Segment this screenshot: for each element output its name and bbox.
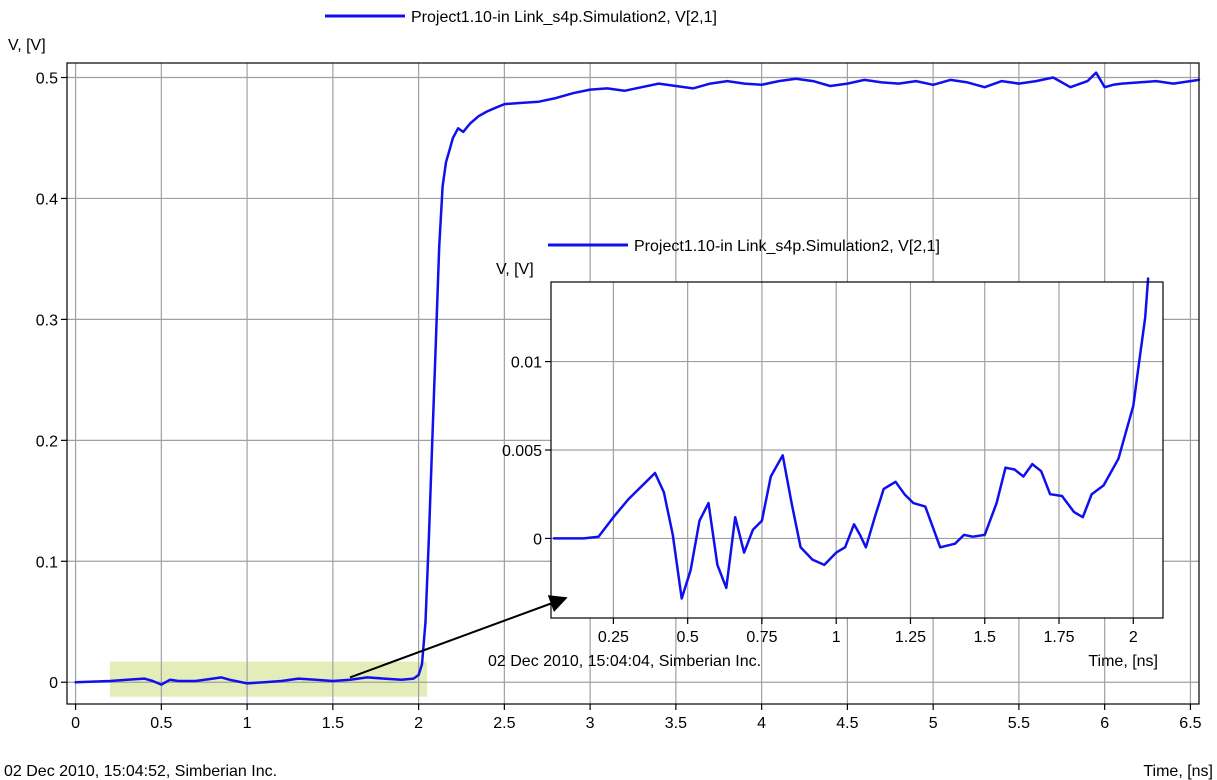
inset-axis-ticks: 0.25 0.5 0.75 1 1.25 1.5 1.75 2 0 0.005 0.01 [502, 355, 1138, 646]
inset-grid [551, 282, 1163, 618]
i-y-tick-label-1: 0.005 [502, 443, 542, 460]
m-x-tick-label-9: 4.5 [836, 715, 858, 732]
m-x-tick-label-13: 6.5 [1179, 715, 1201, 732]
m-x-tick-label-7: 3.5 [665, 715, 687, 732]
inset-chart: 0.25 0.5 0.75 1 1.25 1.5 1.75 2 0 0.005 0.01 Proje… [488, 238, 1164, 670]
m-y-tick-label-3: 0.3 [36, 312, 58, 329]
main-plot-frame [66, 62, 1200, 705]
m-x-tick-label-6: 3 [586, 715, 595, 732]
inset-y-axis-label: V, [V] [496, 261, 534, 278]
i-x-tick-label-3: 1 [832, 629, 841, 646]
inset-x-axis-label: Time, [ns] [1088, 653, 1158, 670]
m-x-tick-label-3: 1.5 [322, 715, 344, 732]
m-y-tick-label-4: 0.4 [36, 191, 58, 208]
m-x-tick-label-0: 0 [71, 715, 80, 732]
main-axis-ticks: 0 0.5 1 1.5 2 2.5 3 3.5 4 4.5 5 5.5 6 6.5 0 0.1 0.2 0.3 0.… [36, 71, 1202, 732]
zoom-callout-arrow [349, 595, 568, 679]
i-x-tick-label-7: 2 [1129, 629, 1138, 646]
inset-footer-timestamp: 02 Dec 2010, 15:04:04, Simberian Inc. [488, 653, 761, 670]
m-x-tick-label-10: 5 [929, 715, 938, 732]
m-x-tick-label-5: 2.5 [493, 715, 515, 732]
m-x-tick-label-4: 2 [414, 715, 423, 732]
m-x-tick-label-2: 1 [243, 715, 252, 732]
main-legend: Project1.10-in Link_s4p.Simulation2, V[2… [325, 9, 717, 26]
inset-series-group [552, 277, 1150, 600]
i-series-line-0 [552, 277, 1150, 600]
m-y-tick-label-1: 0.1 [36, 554, 58, 571]
i-x-tick-label-2: 0.75 [746, 629, 777, 646]
i-x-tick-label-1: 0.5 [677, 629, 699, 646]
main-x-axis-label: Time, [ns] [1143, 763, 1213, 780]
m-y-tick-label-2: 0.2 [36, 433, 58, 450]
m-series-line-0 [74, 71, 1201, 686]
m-x-tick-label-1: 0.5 [150, 715, 172, 732]
m-y-tick-label-5: 0.5 [36, 71, 58, 88]
i-x-tick-label-0: 0.25 [598, 629, 629, 646]
i-legend-label-0: Project1.10-in Link_s4p.Simulation2, V[2… [634, 238, 940, 255]
inset-legend: Project1.10-in Link_s4p.Simulation2, V[2… [548, 238, 940, 255]
i-x-tick-label-5: 1.5 [974, 629, 996, 646]
m-y-tick-label-0: 0 [49, 675, 58, 692]
i-x-tick-label-6: 1.75 [1043, 629, 1074, 646]
main-footer-timestamp: 02 Dec 2010, 15:04:52, Simberian Inc. [4, 763, 277, 780]
m-x-tick-label-8: 4 [757, 715, 766, 732]
i-y-tick-label-2: 0.01 [511, 355, 542, 372]
m-x-tick-label-12: 6 [1100, 715, 1109, 732]
main-y-axis-label: V, [V] [8, 37, 46, 54]
i-y-tick-label-0: 0 [533, 531, 542, 548]
m-legend-label-0: Project1.10-in Link_s4p.Simulation2, V[2… [411, 9, 717, 26]
i-x-tick-label-4: 1.25 [895, 629, 926, 646]
m-x-tick-label-11: 5.5 [1008, 715, 1030, 732]
main-series-group [74, 71, 1201, 686]
